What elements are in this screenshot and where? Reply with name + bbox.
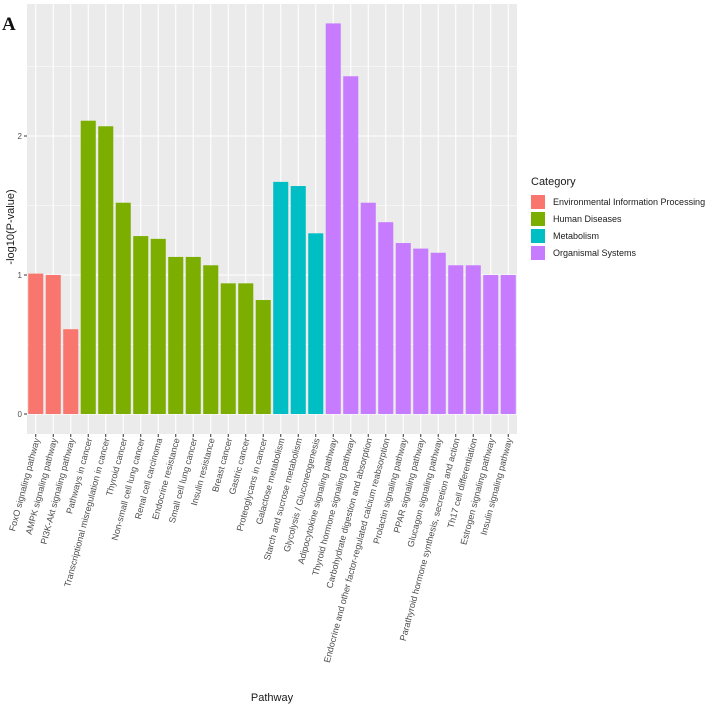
bar — [185, 256, 201, 414]
y-axis-title: -log10(P-value) — [5, 189, 17, 264]
bar — [255, 300, 271, 414]
bar — [308, 233, 324, 414]
bar — [150, 238, 166, 414]
bar — [98, 126, 114, 415]
bar — [378, 222, 394, 414]
legend-label: Metabolism — [553, 230, 600, 241]
bar — [238, 283, 254, 414]
bar — [360, 202, 376, 414]
bar — [115, 202, 131, 414]
legend-key — [531, 245, 545, 260]
legend-label: Human Diseases — [553, 213, 622, 224]
x-axis-title: Pathway — [251, 692, 294, 704]
bar — [290, 186, 306, 414]
bar — [220, 283, 236, 414]
panel-label: A — [2, 14, 16, 35]
legend-item: Organismal Systems — [531, 244, 705, 261]
legend-label: Organismal Systems — [553, 247, 637, 258]
bar — [80, 120, 96, 415]
bar — [203, 265, 219, 414]
legend-key — [531, 211, 545, 226]
bar — [325, 23, 341, 414]
y-tick-label: 1 — [18, 271, 23, 280]
legend-item: Human Diseases — [531, 210, 705, 227]
bar — [133, 236, 149, 414]
legend-key — [531, 228, 545, 243]
bar — [465, 265, 481, 414]
bar — [413, 248, 429, 414]
legend-key — [531, 194, 545, 209]
bar — [500, 275, 516, 414]
legend-label: Environmental Information Processing — [553, 196, 706, 207]
bar — [168, 256, 184, 414]
y-tick-label: 0 — [18, 410, 23, 419]
legend-title: Category — [531, 176, 576, 188]
bar — [63, 329, 79, 414]
legend: Category Environmental Information Proce… — [531, 176, 705, 261]
bar — [45, 275, 61, 414]
legend-item: Environmental Information Processing — [531, 193, 705, 210]
bar — [343, 76, 359, 414]
bar — [28, 273, 44, 414]
bar — [448, 265, 464, 414]
bar — [395, 243, 411, 414]
bar — [273, 181, 289, 414]
bar — [483, 275, 499, 414]
y-tick-label: 2 — [18, 132, 23, 141]
bar — [430, 252, 446, 414]
legend-item: Metabolism — [531, 227, 705, 244]
